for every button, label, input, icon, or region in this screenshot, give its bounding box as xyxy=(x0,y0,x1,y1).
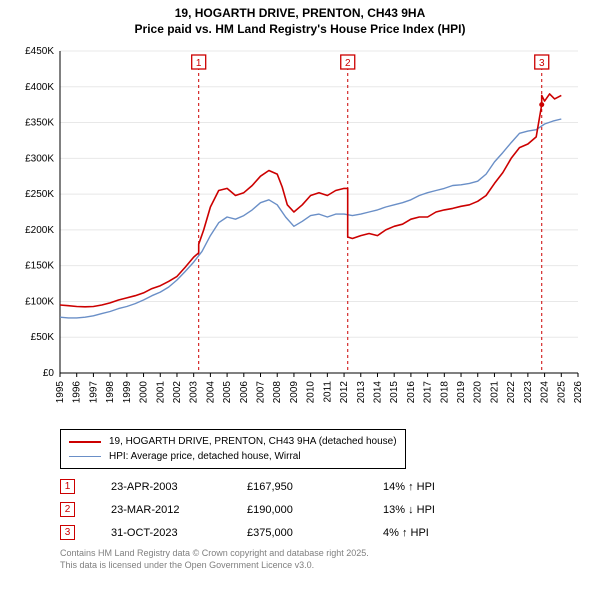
sale-row: 1 23-APR-2003 £167,950 14% ↑ HPI xyxy=(60,479,590,494)
svg-text:£50K: £50K xyxy=(31,332,55,343)
svg-text:2015: 2015 xyxy=(389,381,400,404)
svg-text:2019: 2019 xyxy=(456,381,467,404)
sale-marker-badge: 3 xyxy=(60,525,75,540)
svg-text:£250K: £250K xyxy=(25,189,54,200)
sale-delta-vs-hpi: 14% ↑ HPI xyxy=(383,481,483,493)
svg-text:2: 2 xyxy=(345,58,351,69)
sale-price: £375,000 xyxy=(247,527,347,539)
sale-marker-badge: 1 xyxy=(60,479,75,494)
svg-text:1996: 1996 xyxy=(72,381,83,404)
svg-text:2001: 2001 xyxy=(155,381,166,404)
legend-row: HPI: Average price, detached house, Wirr… xyxy=(69,449,397,464)
svg-text:£150K: £150K xyxy=(25,261,54,272)
sale-price: £167,950 xyxy=(247,481,347,493)
svg-text:2023: 2023 xyxy=(523,381,534,404)
svg-text:2025: 2025 xyxy=(556,381,567,404)
svg-text:£100K: £100K xyxy=(25,297,54,308)
attribution-line-1: Contains HM Land Registry data © Crown c… xyxy=(60,548,590,560)
svg-text:£200K: £200K xyxy=(25,225,54,236)
title-line-2: Price paid vs. HM Land Registry's House … xyxy=(10,22,590,38)
svg-text:2013: 2013 xyxy=(356,381,367,404)
svg-text:£350K: £350K xyxy=(25,118,54,129)
sale-date: 31-OCT-2023 xyxy=(111,527,211,539)
svg-text:2016: 2016 xyxy=(406,381,417,404)
svg-text:2002: 2002 xyxy=(172,381,183,404)
svg-text:2000: 2000 xyxy=(139,381,150,404)
svg-text:2011: 2011 xyxy=(322,381,333,403)
svg-text:2006: 2006 xyxy=(239,381,250,404)
sale-marker-badge: 2 xyxy=(60,502,75,517)
sale-row: 2 23-MAR-2012 £190,000 13% ↓ HPI xyxy=(60,502,590,517)
svg-text:2021: 2021 xyxy=(489,381,500,404)
svg-text:1998: 1998 xyxy=(105,381,116,404)
svg-text:£450K: £450K xyxy=(25,46,54,57)
svg-text:2022: 2022 xyxy=(506,381,517,404)
svg-text:2009: 2009 xyxy=(289,381,300,404)
svg-text:£400K: £400K xyxy=(25,82,54,93)
svg-text:2010: 2010 xyxy=(306,381,317,404)
attribution-line-2: This data is licensed under the Open Gov… xyxy=(60,560,590,572)
svg-text:1997: 1997 xyxy=(88,381,99,404)
sale-row: 3 31-OCT-2023 £375,000 4% ↑ HPI xyxy=(60,525,590,540)
svg-text:2026: 2026 xyxy=(573,381,584,404)
attribution: Contains HM Land Registry data © Crown c… xyxy=(60,548,590,571)
svg-text:2005: 2005 xyxy=(222,381,233,404)
svg-text:1995: 1995 xyxy=(55,381,66,404)
svg-text:1999: 1999 xyxy=(122,381,133,404)
legend-swatch xyxy=(69,456,101,457)
svg-text:2014: 2014 xyxy=(372,381,383,404)
chart-title: 19, HOGARTH DRIVE, PRENTON, CH43 9HA Pri… xyxy=(10,6,590,37)
legend-row: 19, HOGARTH DRIVE, PRENTON, CH43 9HA (de… xyxy=(69,434,397,449)
legend: 19, HOGARTH DRIVE, PRENTON, CH43 9HA (de… xyxy=(60,429,406,469)
svg-text:2024: 2024 xyxy=(540,381,551,404)
sale-delta-vs-hpi: 13% ↓ HPI xyxy=(383,504,483,516)
svg-text:1: 1 xyxy=(196,58,202,69)
sale-date: 23-APR-2003 xyxy=(111,481,211,493)
svg-text:£0: £0 xyxy=(43,368,55,379)
svg-text:2004: 2004 xyxy=(205,381,216,404)
legend-label: 19, HOGARTH DRIVE, PRENTON, CH43 9HA (de… xyxy=(109,434,397,449)
title-line-1: 19, HOGARTH DRIVE, PRENTON, CH43 9HA xyxy=(10,6,590,22)
sale-price: £190,000 xyxy=(247,504,347,516)
svg-text:£300K: £300K xyxy=(25,154,54,165)
svg-text:2017: 2017 xyxy=(423,381,434,404)
svg-text:3: 3 xyxy=(539,58,545,69)
legend-swatch xyxy=(69,441,101,443)
sales-table: 1 23-APR-2003 £167,950 14% ↑ HPI 2 23-MAR-201… xyxy=(60,479,590,540)
legend-label: HPI: Average price, detached house, Wirr… xyxy=(109,449,301,464)
sale-delta-vs-hpi: 4% ↑ HPI xyxy=(383,527,483,539)
svg-text:2012: 2012 xyxy=(339,381,350,404)
svg-text:2020: 2020 xyxy=(473,381,484,404)
svg-text:2003: 2003 xyxy=(189,381,200,404)
svg-text:2008: 2008 xyxy=(272,381,283,404)
price-chart: £0 £50K £100K £150K £200K £250K £300K £350K £400… xyxy=(10,43,590,423)
svg-text:2018: 2018 xyxy=(439,381,450,404)
chart-svg: £0 £50K £100K £150K £200K £250K £300K £350K £400… xyxy=(10,43,590,423)
svg-text:2007: 2007 xyxy=(256,381,267,404)
sale-date: 23-MAR-2012 xyxy=(111,504,211,516)
